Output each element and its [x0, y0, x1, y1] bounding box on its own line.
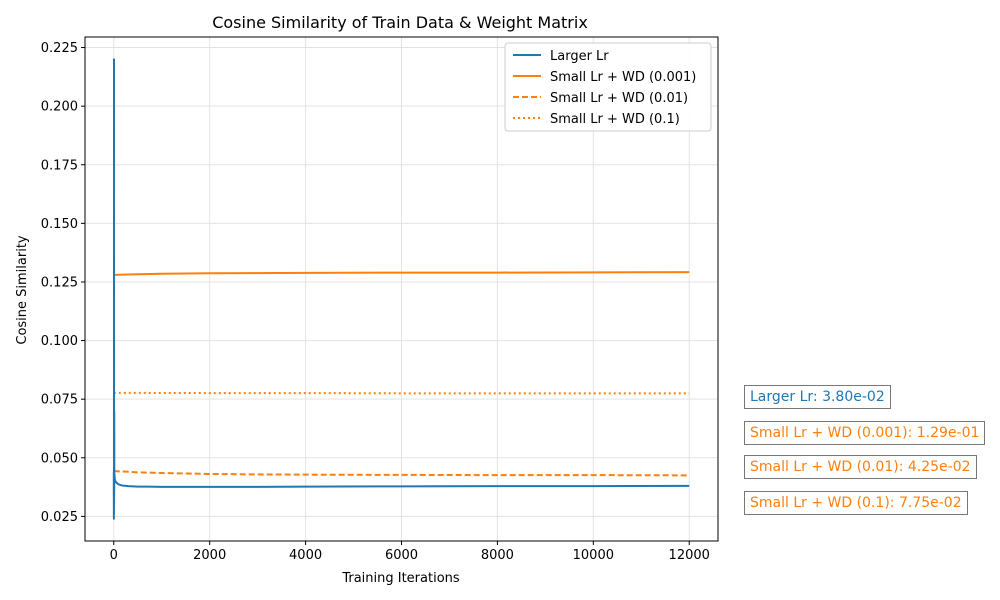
x-tick-label: 6000 — [385, 548, 418, 563]
x-tick-label: 8000 — [481, 548, 514, 563]
y-tick-label: 0.150 — [41, 217, 78, 232]
legend-label-wd-0.1: Small Lr + WD (0.1) — [550, 112, 680, 127]
x-tick-label: 0 — [110, 548, 118, 563]
annotation-wd-0.001: Small Lr + WD (0.001): 1.29e-01 — [744, 421, 986, 445]
y-axis-label: Cosine Similarity — [15, 235, 30, 345]
annotation-wd-0.1: Small Lr + WD (0.1): 7.75e-02 — [744, 491, 968, 515]
y-tick-label: 0.200 — [41, 100, 78, 115]
legend-label-larger-lr: Larger Lr — [550, 49, 609, 64]
series-line-larger-lr — [112, 58, 690, 520]
legend-label-wd-0.01: Small Lr + WD (0.01) — [550, 91, 688, 106]
series-line-small-lr-wd-0.01 — [113, 470, 690, 477]
y-tick-label: 0.125 — [41, 275, 78, 290]
series-line-small-lr-wd-0.001 — [113, 271, 690, 276]
x-tick-label: 10000 — [573, 548, 614, 563]
annotation-larger-lr: Larger Lr: 3.80e-02 — [744, 385, 891, 409]
x-tick-label: 12000 — [669, 548, 710, 563]
legend-label-wd-0.001: Small Lr + WD (0.001) — [550, 70, 696, 85]
y-tick-label: 0.075 — [41, 393, 78, 408]
series-layer — [112, 58, 690, 520]
legend-frame — [504, 42, 712, 132]
annotation-wd-0.01: Small Lr + WD (0.01): 4.25e-02 — [744, 455, 977, 479]
y-tick-label: 0.025 — [41, 510, 78, 525]
legend: Larger Lr Small Lr + WD (0.001) Small Lr… — [504, 42, 712, 132]
x-tick-label: 2000 — [193, 548, 226, 563]
y-tick-label: 0.175 — [41, 158, 78, 173]
x-axis-label: Training Iterations — [341, 571, 460, 586]
y-tick-label: 0.225 — [41, 41, 78, 56]
x-tick-label: 4000 — [289, 548, 322, 563]
chart-title: Cosine Similarity of Train Data & Weight… — [212, 13, 588, 32]
y-tick-label: 0.050 — [41, 451, 78, 466]
axis-ticks: 0 2000 4000 6000 8000 10000 12000 0.025 0.050 0.0… — [41, 41, 710, 563]
y-tick-label: 0.100 — [41, 334, 78, 349]
